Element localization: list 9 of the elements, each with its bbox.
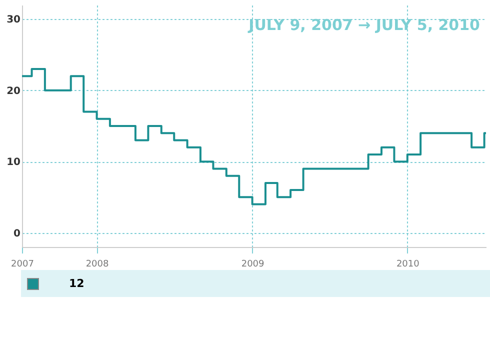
x-tick-label: 2007 bbox=[11, 260, 34, 270]
y-tick-label: 20 bbox=[6, 86, 21, 97]
y-tick-label: 10 bbox=[6, 157, 21, 168]
x-tick-label: 2008 bbox=[86, 260, 110, 270]
y-tick-label: 30 bbox=[6, 14, 21, 26]
y-tick-label: 0 bbox=[14, 228, 21, 240]
text: 12 bbox=[69, 277, 84, 290]
x-tick-label: 2009 bbox=[241, 260, 265, 270]
x-tick-label: 2010 bbox=[396, 260, 420, 270]
